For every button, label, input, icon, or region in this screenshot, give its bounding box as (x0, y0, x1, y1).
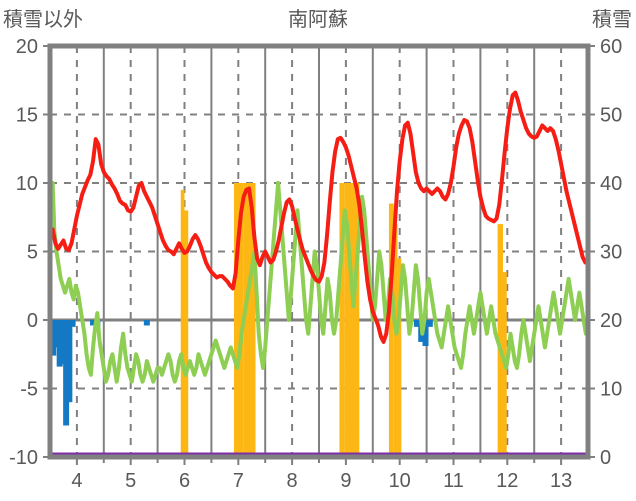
xtick-label: 8 (287, 470, 298, 492)
ytick-label-right: 40 (600, 173, 622, 195)
chart-title: 南阿蘇 (288, 9, 348, 31)
ytick-label-right: 60 (600, 36, 622, 58)
xtick-label: 7 (233, 470, 244, 492)
ytick-label-left: 10 (16, 173, 38, 195)
xtick-label: 12 (496, 470, 518, 492)
ytick-label-right: 30 (600, 242, 622, 264)
ytick-label-right: 20 (600, 310, 622, 332)
orange-bar (180, 189, 185, 457)
blue-bar (66, 320, 73, 403)
blue-bar (413, 320, 420, 327)
blue-bar (426, 320, 433, 327)
orange-bar (388, 203, 394, 457)
xtick-label: 11 (443, 470, 464, 492)
left-axis-unit-label: 積雪以外 (3, 9, 83, 31)
ytick-label-right: 0 (600, 447, 611, 469)
ytick-label-left: 5 (27, 242, 38, 264)
ytick-label-right: 10 (600, 379, 622, 401)
ytick-label-left: -5 (20, 379, 38, 401)
blue-bar (422, 320, 429, 347)
blue-bar (63, 320, 70, 426)
green-line (50, 181, 590, 384)
blue-bar (50, 320, 57, 356)
red-line (50, 90, 588, 344)
blue-bar (143, 320, 150, 326)
orange-bar (497, 224, 503, 457)
xtick-label: 10 (389, 470, 411, 492)
blue-bar (53, 320, 60, 348)
orange-bar (233, 183, 244, 457)
ytick-label-left: 15 (16, 105, 38, 127)
xtick-label: 4 (71, 470, 82, 492)
orange-bar (243, 183, 256, 457)
orange-bar (393, 224, 398, 457)
xtick-label: 9 (340, 470, 351, 492)
blue-bar (56, 320, 63, 367)
orange-bar (184, 210, 189, 457)
xtick-label: 5 (125, 470, 136, 492)
blue-bar (69, 320, 76, 327)
xtick-label: 6 (179, 470, 190, 492)
xtick-label: 13 (550, 470, 572, 492)
orange-bar (339, 183, 345, 457)
ytick-label-left: -10 (9, 447, 38, 469)
blue-bar (90, 320, 97, 326)
ytick-label-left: 0 (27, 310, 38, 332)
orange-bar (397, 258, 402, 457)
ytick-label-right: 50 (600, 105, 622, 127)
ytick-label-left: 20 (16, 36, 38, 58)
blue-bar (59, 320, 66, 364)
right-axis-unit-label: 積雪 (592, 9, 632, 31)
